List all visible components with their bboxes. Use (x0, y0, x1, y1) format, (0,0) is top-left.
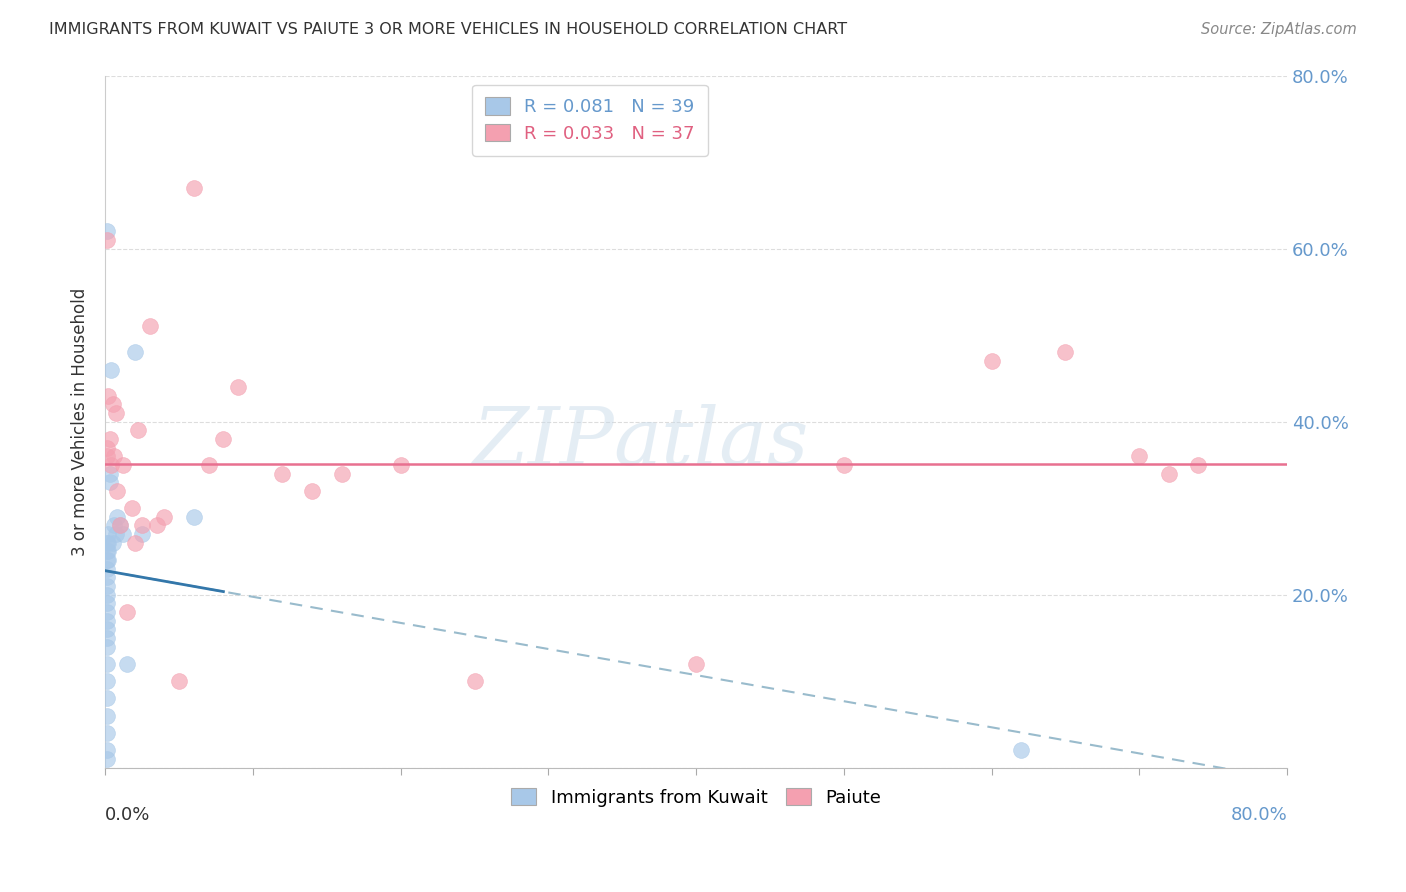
Point (389, 458, 412, 472)
Point (1128, 449, 1150, 463)
Point (117, 657, 139, 671)
Point (127, 423, 149, 437)
Point (96, 233, 118, 247)
Point (96, 640, 118, 654)
Point (97, 389, 120, 403)
Point (98, 467, 121, 481)
Point (96, 708, 118, 723)
Point (96, 588, 118, 602)
Y-axis label: 3 or more Vehicles in Household: 3 or more Vehicles in Household (72, 287, 89, 556)
Point (301, 483, 323, 498)
Point (104, 527, 127, 541)
Point (96, 596, 118, 610)
Point (100, 458, 122, 472)
Point (117, 605, 139, 619)
Point (153, 509, 176, 524)
Point (96, 553, 118, 567)
Point (111, 527, 134, 541)
Point (96, 224, 118, 238)
Point (108, 518, 131, 533)
Point (103, 449, 125, 463)
Point (101, 535, 124, 549)
Point (124, 345, 146, 359)
Point (108, 518, 131, 533)
Point (183, 509, 205, 524)
Text: 0.0%: 0.0% (105, 805, 150, 824)
Text: atlas: atlas (613, 403, 808, 481)
Point (96, 614, 118, 628)
Point (96, 726, 118, 740)
Point (96, 631, 118, 645)
Point (980, 354, 1002, 368)
Point (96, 562, 118, 576)
Point (96, 535, 118, 549)
Point (183, 181, 205, 195)
Point (1010, 743, 1032, 757)
Point (226, 380, 249, 394)
Point (96, 743, 118, 757)
Point (96, 605, 118, 619)
Text: Source: ZipAtlas.com: Source: ZipAtlas.com (1201, 22, 1357, 37)
Point (98, 432, 121, 446)
Point (138, 319, 160, 334)
Point (212, 432, 235, 446)
Text: 80.0%: 80.0% (1230, 805, 1286, 824)
Point (96, 449, 118, 463)
Text: IMMIGRANTS FROM KUWAIT VS PAIUTE 3 OR MORE VEHICLES IN HOUSEHOLD CORRELATION CHA: IMMIGRANTS FROM KUWAIT VS PAIUTE 3 OR MO… (49, 22, 848, 37)
Point (111, 458, 134, 472)
Point (96, 657, 118, 671)
Point (96, 579, 118, 593)
Point (96, 544, 118, 558)
Point (271, 467, 294, 481)
Point (330, 467, 353, 481)
Point (104, 406, 127, 420)
Point (1157, 467, 1180, 481)
Point (146, 518, 169, 533)
Legend: Immigrants from Kuwait, Paiute: Immigrants from Kuwait, Paiute (503, 780, 889, 814)
Point (105, 483, 128, 498)
Point (97, 527, 120, 541)
Text: ZIP: ZIP (471, 403, 613, 481)
Point (167, 674, 190, 689)
Point (96, 441, 118, 455)
Point (97, 544, 120, 558)
Point (96, 752, 118, 766)
Point (96, 691, 118, 706)
Point (1187, 458, 1209, 472)
Point (100, 362, 122, 376)
Point (685, 657, 707, 671)
Point (131, 527, 153, 541)
Point (96, 622, 118, 636)
Point (197, 458, 219, 472)
Point (97, 553, 120, 567)
Point (105, 509, 128, 524)
Point (97, 535, 120, 549)
Point (464, 674, 486, 689)
Point (103, 518, 125, 533)
Point (124, 535, 146, 549)
Point (131, 518, 153, 533)
Point (832, 458, 855, 472)
Point (98, 475, 121, 490)
Point (96, 570, 118, 584)
Point (1054, 345, 1077, 359)
Point (96, 674, 118, 689)
Point (101, 397, 124, 411)
Point (121, 501, 143, 516)
